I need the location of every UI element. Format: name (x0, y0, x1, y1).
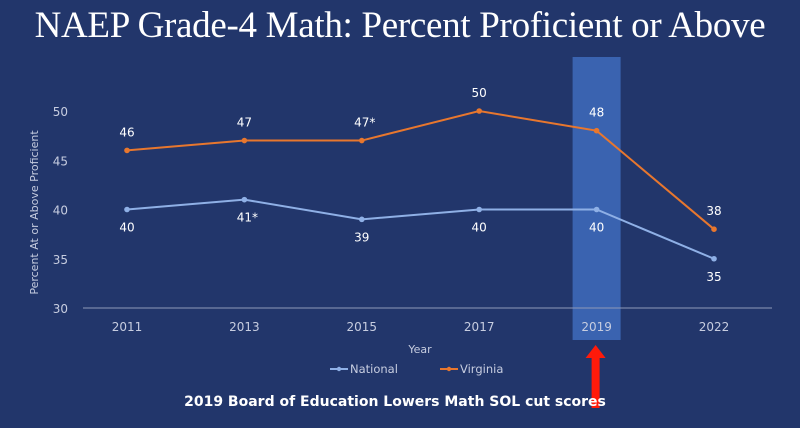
data-point-virginia (124, 147, 130, 154)
highlight-bar-2019 (572, 57, 621, 340)
data-point-virginia (593, 127, 600, 134)
x-axis-title: Year (407, 343, 432, 356)
x-tick-label: 2019 (581, 320, 612, 334)
x-tick-label: 2022 (699, 320, 730, 334)
data-label-virginia: 46 (119, 125, 134, 139)
legend-label-national: National (350, 362, 398, 376)
data-point-national (711, 255, 717, 262)
data-point-virginia (711, 226, 717, 232)
series-line-national (126, 198, 715, 260)
data-point-national (124, 206, 130, 213)
legend-label-virginia: Virginia (460, 362, 503, 376)
x-tick-label: 2011 (112, 320, 143, 334)
data-point-national (241, 196, 248, 203)
data-label-virginia: 50 (472, 86, 487, 100)
y-tick-label: 35 (53, 253, 68, 267)
x-tick-label: 2015 (347, 320, 378, 334)
red-arrow-icon (585, 345, 606, 408)
y-tick-label: 45 (53, 154, 68, 168)
data-label-national: 41* (237, 211, 258, 225)
data-point-national (593, 206, 600, 213)
data-label-national: 40 (472, 221, 487, 235)
chart-title: NAEP Grade-4 Math: Percent Proficient or… (34, 5, 766, 46)
data-label-national: 40 (589, 221, 604, 235)
y-tick-label: 40 (53, 204, 68, 218)
data-point-national (359, 216, 365, 223)
data-label-virginia: 47* (354, 116, 375, 130)
data-label-virginia: 38 (706, 204, 721, 218)
x-tick-label: 2013 (229, 320, 260, 334)
data-point-virginia (241, 137, 248, 144)
x-tick-label: 2017 (464, 320, 495, 334)
annotation-text: 2019 Board of Education Lowers Math SOL … (184, 394, 606, 410)
y-axis-title: Percent At or Above Proficient (28, 130, 41, 295)
series-line-virginia (126, 109, 715, 230)
data-label-national: 40 (119, 221, 134, 235)
data-point-national (476, 206, 483, 213)
legend-marker-virginia (446, 366, 452, 372)
legend-marker-national (336, 366, 342, 372)
data-point-virginia (359, 137, 365, 144)
y-tick-label: 30 (53, 302, 68, 316)
data-label-virginia: 48 (589, 106, 604, 120)
data-label-virginia: 47 (237, 116, 252, 130)
y-tick-label: 50 (53, 105, 68, 119)
data-label-national: 39 (354, 230, 369, 244)
data-point-virginia (476, 108, 483, 114)
data-label-national: 35 (706, 270, 721, 284)
